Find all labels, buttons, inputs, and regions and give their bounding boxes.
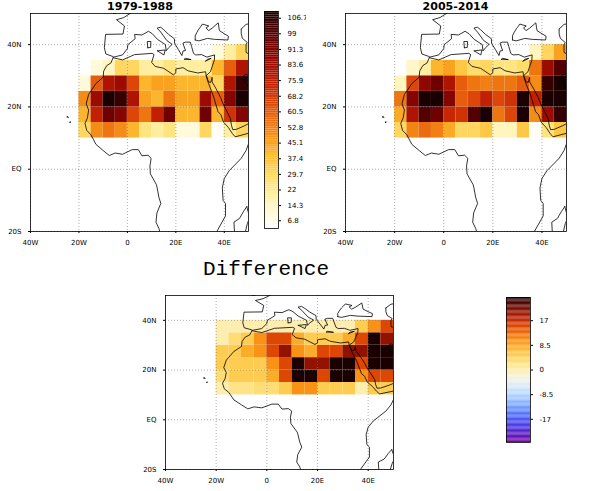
svg-text:29.7: 29.7 (288, 171, 304, 179)
svg-text:40E: 40E (535, 239, 548, 247)
svg-text:EQ: EQ (327, 165, 337, 173)
svg-text:91.3: 91.3 (288, 46, 304, 54)
html-text:2005-2014: 2005-2014 (422, 0, 489, 13)
svg-text:68.2: 68.2 (288, 93, 304, 101)
svg-text:20W: 20W (71, 239, 87, 247)
svg-text:106.7: 106.7 (288, 14, 307, 22)
svg-text:45.1: 45.1 (288, 139, 304, 147)
svg-text:20S: 20S (143, 466, 157, 474)
svg-text:40E: 40E (361, 477, 374, 485)
svg-text:20N: 20N (142, 366, 156, 374)
svg-text:22: 22 (288, 186, 297, 194)
svg-text:40W: 40W (338, 239, 354, 247)
svg-text:8.5: 8.5 (540, 342, 551, 350)
svg-text:99: 99 (288, 30, 297, 38)
svg-text:40W: 40W (158, 477, 174, 485)
svg-text:75.9: 75.9 (288, 77, 304, 85)
svg-text:52.8: 52.8 (288, 124, 304, 132)
svg-text:0: 0 (441, 239, 445, 247)
svg-text:60.5: 60.5 (288, 108, 304, 116)
svg-text:17: 17 (540, 317, 549, 325)
svg-text:37.4: 37.4 (288, 155, 304, 163)
svg-text:6.8: 6.8 (288, 217, 299, 225)
svg-text:0: 0 (125, 239, 129, 247)
svg-text:EQ: EQ (147, 416, 157, 424)
svg-text:20N: 20N (7, 103, 21, 111)
svg-text:40E: 40E (218, 239, 231, 247)
svg-text:20E: 20E (311, 477, 324, 485)
svg-text:20W: 20W (387, 239, 403, 247)
svg-text:0: 0 (540, 366, 544, 374)
html-text:1979-1988: 1979-1988 (107, 0, 173, 13)
svg-text:40N: 40N (322, 41, 336, 49)
svg-text:20S: 20S (8, 228, 22, 236)
svg-text:20S: 20S (323, 228, 337, 236)
svg-text:20E: 20E (486, 239, 499, 247)
svg-text:20W: 20W (208, 477, 224, 485)
svg-text:EQ: EQ (12, 165, 22, 173)
svg-text:-17: -17 (540, 416, 551, 424)
svg-text:0: 0 (265, 477, 269, 485)
svg-text:20N: 20N (322, 103, 336, 111)
html-text:Difference: Difference (203, 258, 329, 281)
svg-text:40N: 40N (7, 41, 21, 49)
svg-text:14.3: 14.3 (288, 202, 304, 210)
svg-text:40W: 40W (23, 239, 39, 247)
svg-text:-8.5: -8.5 (540, 391, 554, 399)
svg-text:83.6: 83.6 (288, 61, 304, 69)
svg-text:40N: 40N (142, 317, 156, 325)
svg-text:20E: 20E (169, 239, 182, 247)
